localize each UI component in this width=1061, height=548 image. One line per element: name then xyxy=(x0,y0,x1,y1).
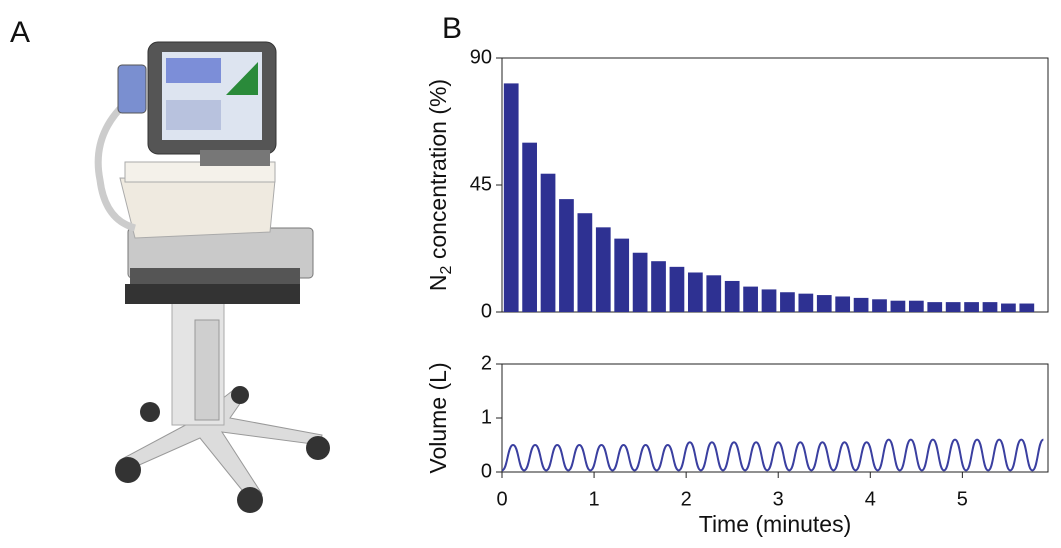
bar xyxy=(540,173,556,312)
bar xyxy=(835,296,851,312)
bar xyxy=(687,272,703,312)
y-axis-label-part: N xyxy=(425,274,451,291)
bar xyxy=(522,142,537,312)
bar xyxy=(761,289,777,312)
y-tick-label: 90 xyxy=(470,46,492,68)
bar xyxy=(872,299,887,312)
bar xyxy=(632,252,648,312)
x-tick-label: 2 xyxy=(681,488,692,510)
y-axis-label: N2 concentration (%) xyxy=(425,79,455,291)
y-axis-label-part: concentration (%) xyxy=(425,79,451,266)
bar xyxy=(798,293,814,312)
y-tick-label: 2 xyxy=(481,352,492,374)
bar xyxy=(503,83,519,313)
y-tick-label: 0 xyxy=(481,300,492,322)
bar xyxy=(890,300,906,312)
bar xyxy=(982,302,998,312)
x-axis-label: Time (minutes) xyxy=(699,511,852,537)
bar xyxy=(816,295,832,312)
bar xyxy=(595,227,611,312)
panel-label: A xyxy=(10,16,30,49)
bar xyxy=(1001,303,1016,312)
bar xyxy=(1019,303,1035,312)
bar xyxy=(853,297,869,312)
bar xyxy=(945,302,961,312)
bar xyxy=(559,199,574,312)
y-tick-label: 1 xyxy=(481,406,492,428)
bar xyxy=(964,302,979,312)
y-axis-label: Volume (L) xyxy=(425,362,451,473)
bar xyxy=(927,302,943,312)
bar xyxy=(651,261,666,312)
bar xyxy=(908,300,924,312)
panel-label: B xyxy=(442,12,462,45)
x-tick-label: 3 xyxy=(773,488,784,510)
x-tick-label: 0 xyxy=(496,488,507,510)
bar xyxy=(577,213,593,312)
volume-line xyxy=(501,438,1044,472)
y-tick-label: 45 xyxy=(470,173,492,195)
bar xyxy=(614,238,630,312)
bar xyxy=(724,280,740,312)
y-tick-label: 0 xyxy=(481,460,492,482)
bar xyxy=(743,286,758,312)
bar xyxy=(780,292,795,312)
x-tick-label: 4 xyxy=(865,488,876,510)
x-tick-label: 5 xyxy=(957,488,968,510)
bar xyxy=(669,266,685,312)
x-tick-label: 1 xyxy=(589,488,600,510)
bar xyxy=(706,275,722,312)
device-photo xyxy=(94,41,330,513)
y-axis-label-part: 2 xyxy=(438,265,455,274)
